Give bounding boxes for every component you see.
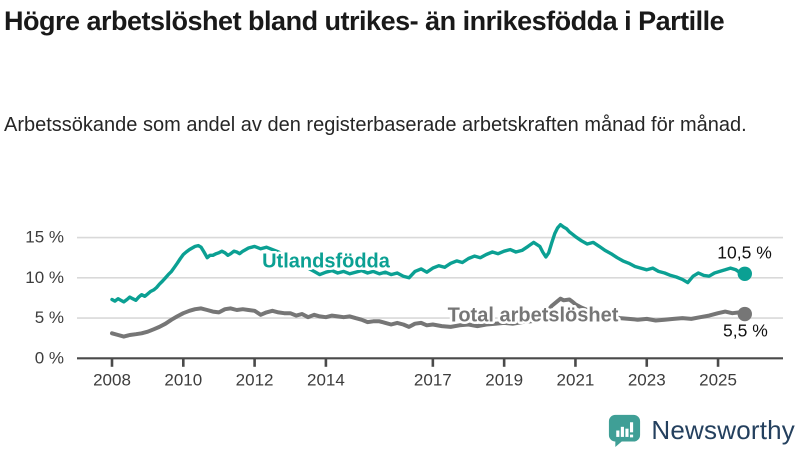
- x-tick-label: 2017: [414, 370, 452, 389]
- y-tick-label: 0 %: [35, 348, 64, 367]
- series-end-value: 10,5 %: [717, 242, 771, 262]
- x-tick-label: 2019: [485, 370, 523, 389]
- x-tick-label: 2025: [699, 370, 737, 389]
- series-end-dot: [737, 266, 752, 281]
- series-end-dot: [737, 306, 752, 322]
- x-tick-label: 2023: [628, 370, 666, 389]
- series-line-total: [110, 296, 747, 339]
- bar-chart-speech-bubble-icon: [609, 414, 641, 447]
- x-tick-label: 2010: [164, 370, 202, 389]
- series-label: Utlandsfödda: [262, 250, 391, 272]
- chart-header: Högre arbetslöshet bland utrikes- än inr…: [4, 0, 796, 38]
- brand-name: Newsworthy: [651, 415, 795, 445]
- series-end-value: 5,5 %: [723, 321, 768, 341]
- y-tick-label: 10 %: [25, 268, 64, 287]
- series-line-utlandsfodda: [110, 222, 747, 304]
- y-tick-label: 15 %: [25, 228, 64, 247]
- series-label: Total arbetslöshet: [448, 304, 619, 326]
- page-title: Högre arbetslöshet bland utrikes- än inr…: [4, 6, 725, 36]
- newsworthy-logo: Newsworthy: [608, 414, 795, 447]
- x-tick-label: 2008: [93, 370, 131, 389]
- y-tick-label: 5 %: [35, 308, 64, 327]
- x-tick-label: 2012: [236, 370, 274, 389]
- line-chart: 2008 2010 2012 2014 2017 2019 2021 2023 2025 0 % 5…: [25, 222, 783, 389]
- x-tick-label: 2021: [557, 370, 595, 389]
- chart-subtitle: Arbetssökande som andel av den registerb…: [4, 114, 747, 136]
- x-tick-label: 2014: [307, 370, 345, 389]
